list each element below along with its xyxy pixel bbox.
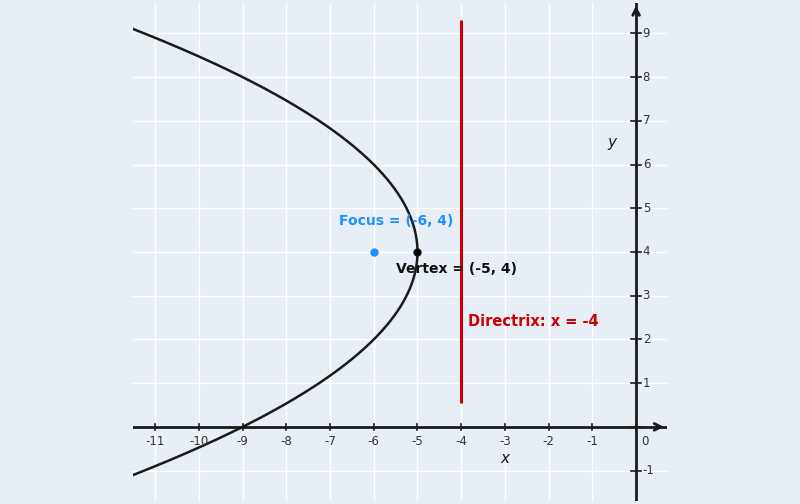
Text: Directrix: x = -4: Directrix: x = -4 xyxy=(468,314,598,329)
Text: 6: 6 xyxy=(642,158,650,171)
Text: 7: 7 xyxy=(642,114,650,128)
Text: -9: -9 xyxy=(237,435,249,448)
Text: 8: 8 xyxy=(642,71,650,84)
Text: -11: -11 xyxy=(146,435,165,448)
Text: Focus = (-6, 4): Focus = (-6, 4) xyxy=(338,214,453,228)
Text: -7: -7 xyxy=(324,435,336,448)
Text: 5: 5 xyxy=(642,202,650,215)
Text: 3: 3 xyxy=(642,289,650,302)
Text: y: y xyxy=(607,135,617,150)
Text: -4: -4 xyxy=(455,435,467,448)
Text: 4: 4 xyxy=(642,245,650,259)
Text: -6: -6 xyxy=(368,435,380,448)
Text: 2: 2 xyxy=(642,333,650,346)
Text: -1: -1 xyxy=(586,435,598,448)
Text: 0: 0 xyxy=(642,435,649,448)
Text: -2: -2 xyxy=(542,435,554,448)
Text: Vertex = (-5, 4): Vertex = (-5, 4) xyxy=(396,262,517,276)
Text: 1: 1 xyxy=(642,376,650,390)
Text: -8: -8 xyxy=(281,435,292,448)
Text: -10: -10 xyxy=(190,435,209,448)
Text: 9: 9 xyxy=(642,27,650,40)
Text: x: x xyxy=(501,451,510,466)
Text: -3: -3 xyxy=(499,435,511,448)
Text: -1: -1 xyxy=(642,464,654,477)
Text: -5: -5 xyxy=(412,435,423,448)
